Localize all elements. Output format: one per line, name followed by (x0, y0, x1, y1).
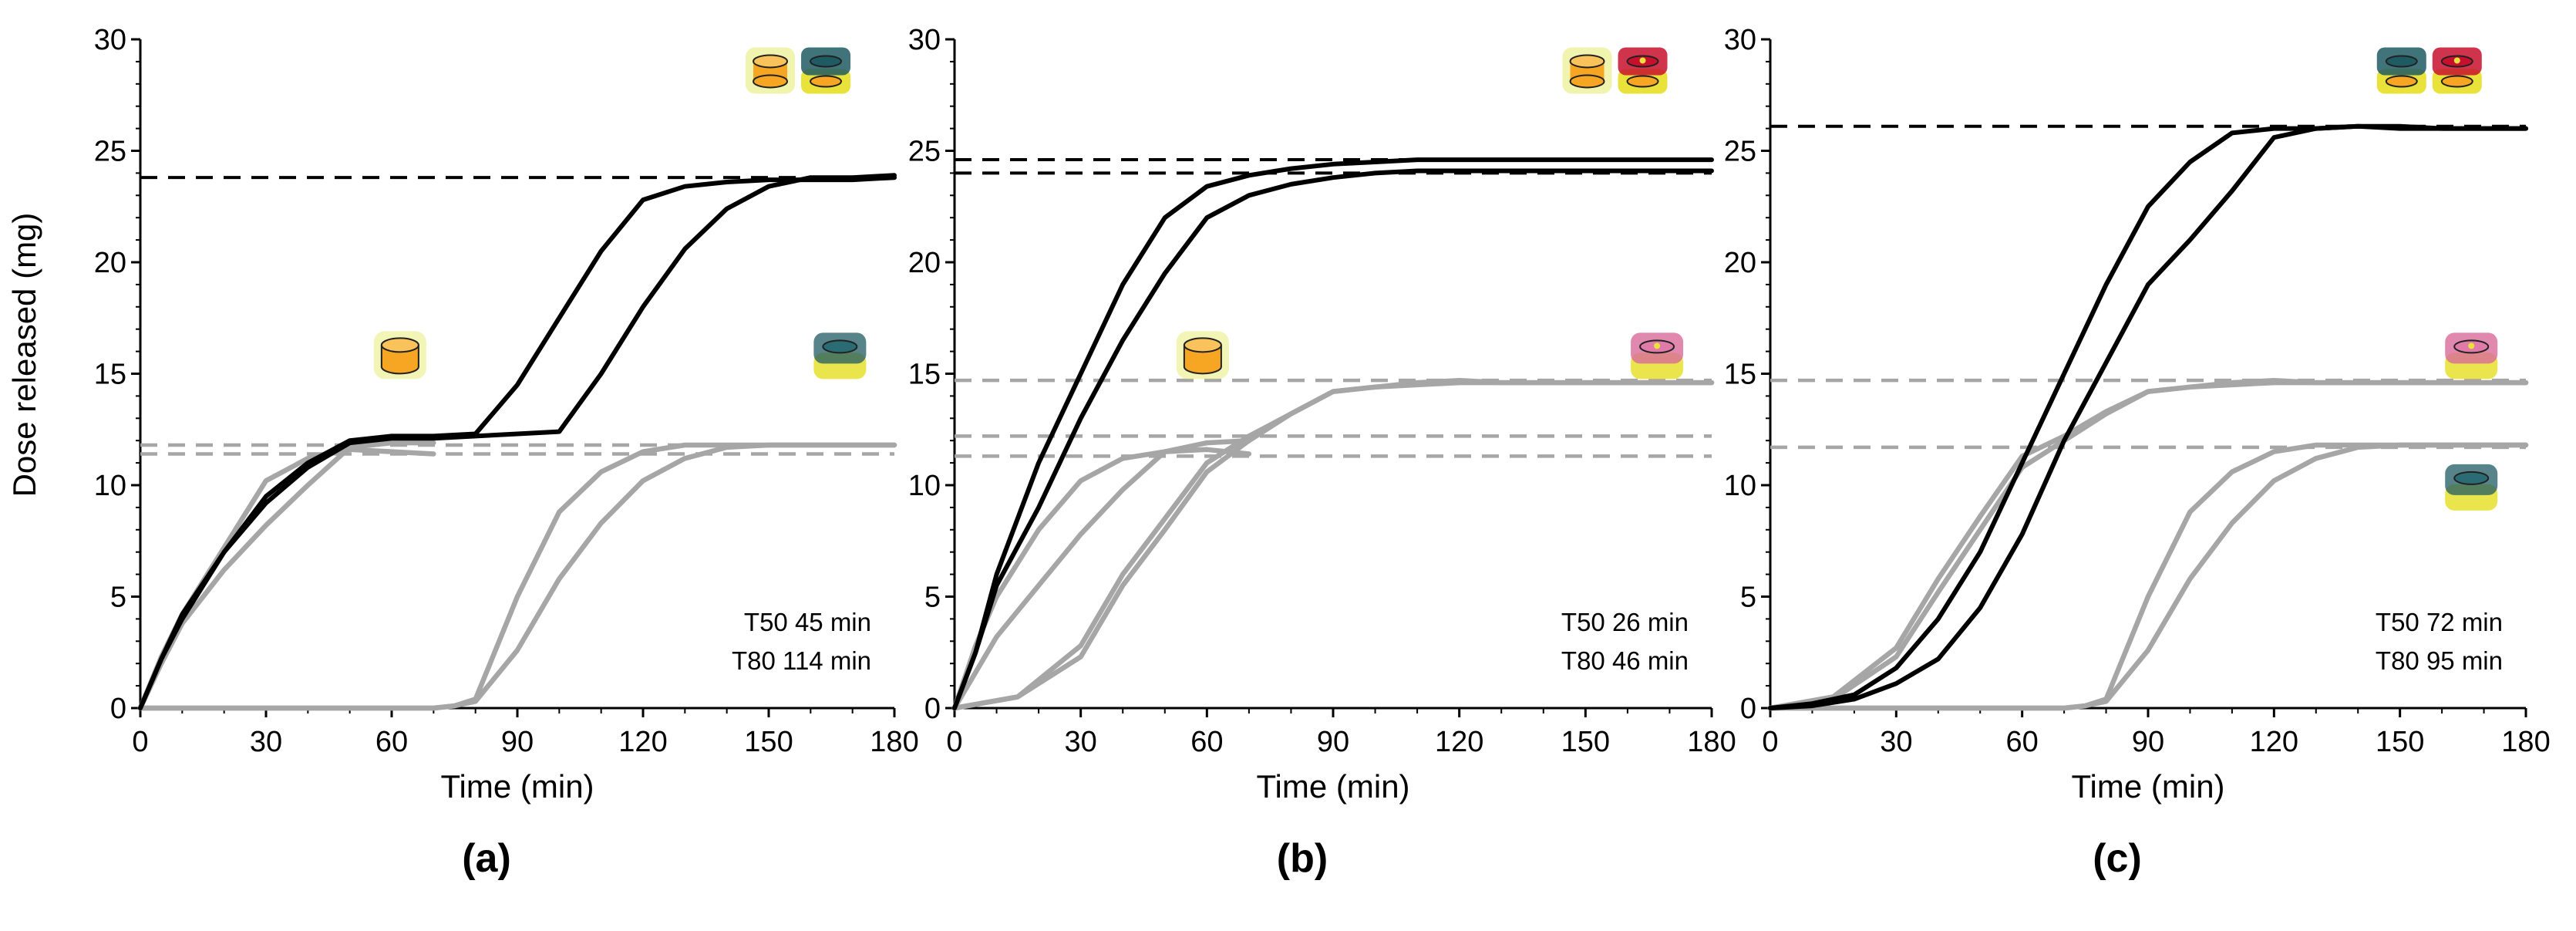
y-tick-label: 30 (94, 24, 126, 56)
y-tick-label: 5 (924, 582, 941, 614)
x-tick-label: 0 (946, 726, 962, 758)
panel-c: 0 5 10 15 20 25 30 0 30 60 90 120 150 180 Time (min) (c… (1724, 24, 2551, 881)
x-tick-label: 150 (2376, 726, 2424, 758)
panel-b: 0 5 10 15 20 25 30 0 30 60 90 120 150 180 Time (min) (b… (908, 24, 1736, 881)
x-tick-label: 0 (1762, 726, 1778, 758)
y-tick-label: 15 (1724, 359, 1756, 391)
y-axis-title: Dose released (mg) (6, 213, 42, 498)
y-tick-label: 10 (908, 470, 941, 502)
y-tick-label: 30 (1724, 24, 1756, 56)
x-tick-label: 120 (1435, 726, 1483, 758)
y-tick-label: 30 (908, 24, 941, 56)
y-tick-label: 25 (908, 136, 941, 168)
y-tick-label: 0 (110, 693, 126, 725)
series-line-teal-2 (1767, 442, 2529, 711)
series-line-combined-2 (952, 168, 1714, 710)
x-tick-label: 60 (1190, 726, 1223, 758)
y-tick-label: 15 (94, 359, 126, 391)
series-line-teal-2 (137, 442, 897, 711)
teal-capsule-icon (813, 332, 867, 379)
annotation-text: T80 114 min (732, 646, 871, 675)
annotation-text: T50 45 min (744, 608, 871, 636)
x-tick-label: 60 (2006, 726, 2039, 758)
annotation-text: T50 72 min (2376, 608, 2503, 636)
y-tick-label: 20 (908, 247, 941, 279)
x-tick-label: 120 (618, 726, 667, 758)
y-tick-label: 5 (110, 582, 126, 614)
pink-capsule-icon (1631, 332, 1684, 379)
y-tick-label: 20 (94, 247, 126, 279)
series-line-orange-2 (951, 437, 1252, 711)
annotation-text: T50 26 min (1561, 608, 1689, 636)
y-tick-label: 25 (94, 136, 126, 168)
x-tick-label: 0 (132, 726, 148, 758)
x-axis-title: Time (min) (1256, 768, 1409, 805)
combined-capsule-icon (2376, 47, 2482, 94)
x-axis-title: Time (min) (440, 768, 594, 805)
x-tick-label: 60 (375, 726, 408, 758)
annotation-text: T80 95 min (2376, 646, 2503, 675)
x-tick-label: 30 (1880, 726, 1912, 758)
x-axis-title: Time (min) (2071, 768, 2224, 805)
y-tick-label: 0 (924, 693, 941, 725)
series-line-combined-1 (952, 157, 1714, 710)
y-tick-label: 10 (94, 470, 126, 502)
y-tick-label: 0 (1740, 693, 1756, 725)
panel-a: 0 5 10 15 20 25 30 0 30 60 90 120 150 180 Time (min) (a… (94, 24, 919, 881)
x-tick-label: 120 (2250, 726, 2298, 758)
series-line-pink-2 (1767, 377, 2529, 711)
orange-capsule-icon (1176, 331, 1229, 379)
x-tick-label: 90 (1317, 726, 1349, 758)
teal-capsule-icon (2445, 464, 2498, 511)
x-tick-label: 180 (2501, 726, 2550, 758)
series-line-combined-2 (1768, 123, 2528, 710)
x-tick-label: 30 (250, 726, 282, 758)
panel-label: (a) (462, 836, 511, 881)
combined-capsule-icon (746, 47, 851, 94)
series-line-orange-1 (137, 447, 436, 711)
series-line-pink-2 (951, 377, 1715, 711)
pink-capsule-icon (2445, 332, 2498, 379)
series-line-combined-2 (138, 173, 897, 710)
y-tick-label: 20 (1724, 247, 1756, 279)
panel-label: (b) (1277, 836, 1328, 881)
x-tick-label: 180 (1687, 726, 1736, 758)
y-tick-label: 5 (1740, 582, 1756, 614)
annotation-text: T80 46 min (1561, 646, 1689, 675)
x-tick-label: 90 (501, 726, 534, 758)
panel-label: (c) (2093, 836, 2142, 881)
y-tick-label: 25 (1724, 136, 1756, 168)
x-tick-label: 180 (870, 726, 918, 758)
y-tick-label: 10 (1724, 470, 1756, 502)
combined-capsule-icon (1562, 47, 1668, 94)
x-tick-label: 150 (744, 726, 793, 758)
x-tick-label: 30 (1065, 726, 1097, 758)
x-tick-label: 150 (1561, 726, 1610, 758)
x-tick-label: 90 (2132, 726, 2164, 758)
orange-capsule-icon (373, 331, 426, 379)
y-tick-label: 15 (908, 359, 941, 391)
